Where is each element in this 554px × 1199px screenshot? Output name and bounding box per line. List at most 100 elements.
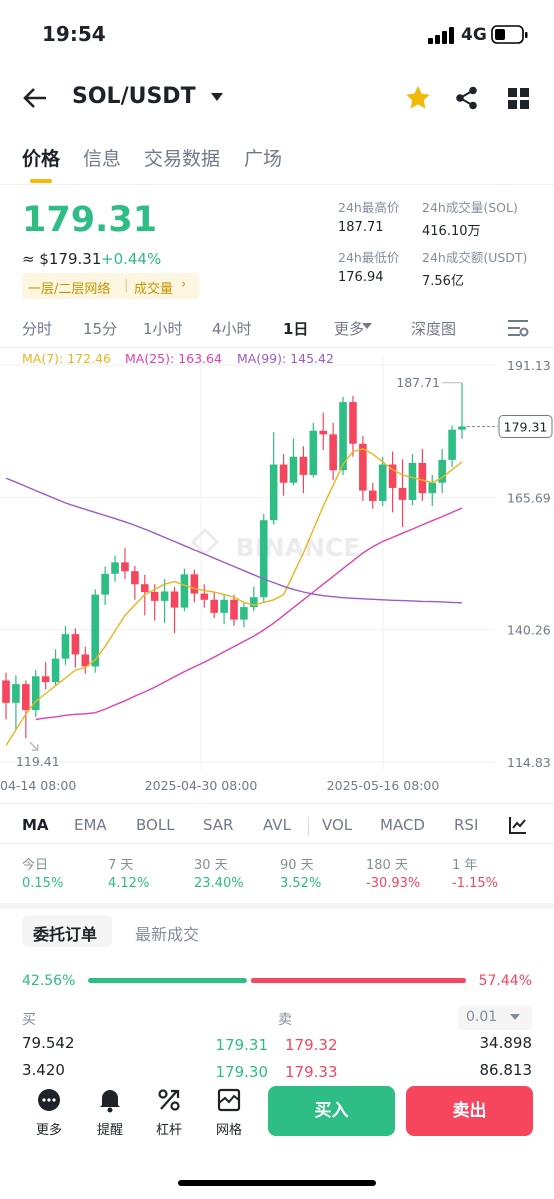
tag-box[interactable]: [22, 273, 199, 299]
candle-body: [220, 599, 228, 613]
indicator-option[interactable]: SAR: [203, 816, 234, 834]
interval-option[interactable]: 分时: [22, 320, 53, 338]
candle-body: [81, 654, 90, 667]
order-tab[interactable]: 最新成交: [135, 925, 200, 944]
indicator-option[interactable]: BOLL: [136, 816, 175, 834]
battery-icon: [491, 25, 528, 44]
candle-body: [339, 402, 347, 471]
tab[interactable]: 信息: [83, 148, 122, 170]
tab[interactable]: 交易数据: [144, 148, 221, 170]
period-label: 1 年: [452, 858, 478, 873]
candle-body: [438, 459, 446, 483]
indicator-option[interactable]: MACD: [380, 816, 425, 834]
nav-label[interactable]: 网格: [215, 1123, 243, 1138]
tag[interactable]: 成交量: [134, 282, 174, 297]
period-label: 7 天: [108, 858, 134, 873]
home-indicator: [178, 1180, 376, 1186]
indicator-settings-icon[interactable]: [508, 815, 528, 835]
indicator-option[interactable]: RSI: [454, 816, 479, 834]
candle-body: [359, 443, 367, 491]
candle-body: [378, 464, 387, 501]
interval-option[interactable]: 4小时: [212, 320, 252, 338]
tab[interactable]: 价格: [22, 148, 61, 170]
precision-value[interactable]: 0.01: [466, 1009, 498, 1025]
candle-body: [388, 464, 397, 488]
layout-icon[interactable]: [508, 88, 530, 110]
stat-value: 176.94: [338, 270, 384, 285]
interval-option[interactable]: 15分: [83, 320, 118, 338]
x-tick-label: 04-14 08:00: [0, 778, 76, 793]
nav-label[interactable]: 提醒: [96, 1123, 124, 1138]
order-tab[interactable]: 委托订单: [33, 925, 98, 944]
ask-quantity: 34.898: [479, 1034, 533, 1052]
interval-option[interactable]: 更多: [334, 320, 365, 338]
interval-option[interactable]: 深度图: [411, 320, 457, 338]
candle-body: [309, 430, 318, 475]
more-icon[interactable]: [37, 1088, 61, 1112]
candle-body: [31, 676, 40, 711]
candle-body: [319, 430, 328, 435]
sell-button[interactable]: 卖出: [406, 1086, 533, 1136]
nav-label[interactable]: 杠杆: [155, 1123, 183, 1138]
symbol-dropdown[interactable]: [210, 92, 224, 102]
sell-ratio-bar: [250, 978, 466, 983]
ma-legend: MA(99): 145.42: [237, 351, 334, 366]
stat-label: 24h最高价: [338, 200, 400, 215]
divider: [0, 347, 554, 348]
nav-label[interactable]: 更多: [35, 1123, 63, 1138]
period-change: 23.40%: [194, 876, 244, 891]
x-tick-label: 2025-04-30 08:00: [145, 778, 258, 793]
ma-legend: MA(7): 172.46: [22, 351, 111, 366]
grid-icon[interactable]: [217, 1088, 241, 1112]
favorite-star[interactable]: [405, 85, 431, 111]
interval-option[interactable]: 1日: [283, 320, 309, 338]
candle-body: [448, 429, 456, 460]
indicator-option[interactable]: VOL: [322, 816, 353, 834]
candle-body: [12, 684, 20, 703]
candle-body: [408, 462, 417, 500]
candle-body: [140, 584, 149, 593]
divider: [0, 843, 554, 844]
margin-icon[interactable]: [157, 1088, 181, 1112]
ma-line: [5, 448, 463, 746]
network-type: 4G: [461, 25, 487, 45]
ratio-bar: [88, 978, 466, 983]
candle-body: [428, 482, 437, 494]
period-change: 4.12%: [108, 876, 150, 891]
sell-ratio: 57.44%: [478, 973, 532, 989]
x-tick-label: 2025-05-16 08:00: [327, 778, 440, 793]
candle-body: [61, 634, 70, 659]
symbol-title[interactable]: SOL/USDT: [72, 84, 196, 109]
tag[interactable]: 一层/二层网络: [28, 282, 111, 297]
buy-header: 买: [22, 1012, 36, 1028]
candle-body: [289, 456, 298, 483]
candle-body: [180, 574, 189, 608]
ask-quantity: 86.813: [479, 1061, 533, 1079]
active-tab-bg: [22, 915, 112, 947]
tab[interactable]: 广场: [244, 148, 283, 170]
indicator-option[interactable]: AVL: [263, 816, 291, 834]
stat-value: 416.10万: [422, 224, 481, 239]
candle-body: [299, 456, 308, 475]
candle-body: [329, 434, 337, 471]
candle-body: [150, 592, 159, 601]
precision-select[interactable]: [458, 1006, 532, 1030]
candle-body: [91, 594, 100, 667]
precision-dropdown[interactable]: [510, 1014, 520, 1021]
buy-button[interactable]: 买入: [268, 1086, 395, 1136]
more-dropdown[interactable]: [361, 322, 373, 330]
stat-label: 24h成交量(SOL): [422, 200, 518, 215]
share-icon[interactable]: [455, 86, 479, 110]
tab-indicator: [30, 179, 52, 183]
tag-arrow: ›: [181, 277, 187, 292]
watermark: BINANCE: [236, 533, 361, 562]
alert-icon[interactable]: [98, 1087, 122, 1113]
chart-settings-icon[interactable]: [507, 318, 529, 338]
indicator-option[interactable]: EMA: [74, 816, 107, 834]
bid-quantity: 3.420: [22, 1061, 65, 1079]
interval-option[interactable]: 1小时: [143, 320, 183, 338]
indicator-option[interactable]: MA: [22, 816, 49, 834]
period-label: 30 天: [194, 858, 228, 873]
back-button[interactable]: [22, 86, 50, 110]
candlestick-chart: 191.13 165.69 140.26 114.83 BINANCE 04-14 08:…: [0, 351, 553, 793]
